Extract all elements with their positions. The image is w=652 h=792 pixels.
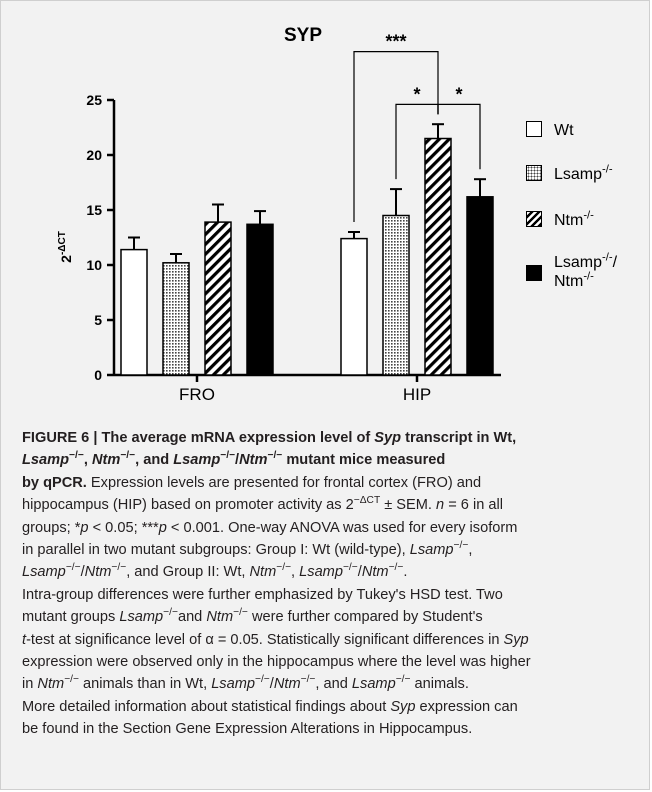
legend-swatch-lsamp bbox=[526, 165, 542, 181]
bar bbox=[382, 214, 410, 376]
significance-brackets: **** * bbox=[353, 32, 481, 222]
bars bbox=[120, 123, 494, 376]
legend-label-double: Lsamp-/-/ Ntm-/- bbox=[554, 251, 618, 290]
x-tick-label: HIP bbox=[403, 385, 431, 404]
chart-title: SYP bbox=[284, 25, 322, 46]
caption-line: be found in the Section Gene Expression … bbox=[22, 721, 473, 738]
significance-label: *** bbox=[385, 32, 406, 52]
legend-item-ntm: Ntm-/- bbox=[526, 209, 594, 230]
caption-line: Intra-group differences were further emp… bbox=[22, 586, 503, 603]
caption-line: expression were observed only in the hip… bbox=[22, 654, 531, 671]
significance-label: * bbox=[413, 84, 420, 104]
bar bbox=[340, 237, 368, 376]
legend-swatch-wt bbox=[526, 121, 542, 137]
significance-bracket bbox=[437, 103, 481, 170]
y-tick-label: 10 bbox=[86, 257, 102, 273]
bar bbox=[466, 196, 494, 376]
caption-line: More detailed information about statisti… bbox=[22, 698, 518, 715]
caption-line: t-test at significance level of α = 0.05… bbox=[22, 631, 529, 648]
legend-item-double: Lsamp-/-/ Ntm-/- bbox=[526, 251, 618, 291]
caption-line: FIGURE 6 | The average mRNA expression l… bbox=[22, 430, 517, 446]
legend-swatch-ntm bbox=[526, 211, 542, 227]
caption-line: mutant groups Lsamp−/−and Ntm−/− were fu… bbox=[22, 607, 483, 626]
y-tick-label: 20 bbox=[86, 147, 102, 163]
caption-line: groups; *p < 0.05; ***p < 0.001. One-way… bbox=[22, 519, 518, 536]
legend-label-wt: Wt bbox=[554, 122, 574, 139]
bar bbox=[120, 248, 148, 376]
legend-label-lsamp: Lsamp-/- bbox=[554, 163, 613, 183]
figure-caption: FIGURE 6 | The average mRNA expression l… bbox=[22, 427, 636, 741]
bar bbox=[246, 223, 274, 376]
x-tick-label: FRO bbox=[179, 385, 215, 404]
caption-line: hippocampus (HIP) based on promoter acti… bbox=[22, 495, 503, 514]
y-tick-label: 25 bbox=[86, 92, 102, 108]
legend-swatch-double bbox=[526, 265, 542, 281]
y-axis: 0 5 10 15 20 25 bbox=[86, 92, 116, 383]
legend-label-ntm: Ntm-/- bbox=[554, 209, 594, 229]
caption-line: in parallel in two mutant subgroups: Gro… bbox=[22, 540, 473, 559]
caption-line: Lsamp−/−, Ntm−/−, and Lsamp−/−/Ntm−/− mu… bbox=[22, 450, 446, 469]
caption-line: Lsamp−/−/Ntm−/−, and Group II: Wt, Ntm−/… bbox=[22, 562, 408, 581]
y-tick-label: 0 bbox=[94, 367, 102, 383]
y-tick-label: 15 bbox=[86, 202, 102, 218]
legend-item-wt: Wt bbox=[526, 121, 574, 140]
x-axis: FRO HIP bbox=[114, 373, 501, 404]
legend-item-lsamp: Lsamp-/- bbox=[526, 163, 613, 184]
y-axis-label-sup: -ΔCT bbox=[57, 231, 68, 255]
caption-line: in Ntm−/− animals than in Wt, Lsamp−/−/N… bbox=[22, 674, 469, 693]
y-axis-label: 2-ΔCT bbox=[57, 231, 74, 263]
y-tick-label: 5 bbox=[94, 312, 102, 328]
significance-bracket bbox=[353, 50, 439, 222]
caption-line: by qPCR. Expression levels are presented… bbox=[22, 474, 482, 491]
bar bbox=[424, 137, 452, 376]
bar bbox=[204, 221, 232, 376]
significance-label: * bbox=[455, 84, 462, 104]
bar bbox=[162, 262, 190, 376]
y-axis-label-base: 2 bbox=[58, 255, 74, 263]
